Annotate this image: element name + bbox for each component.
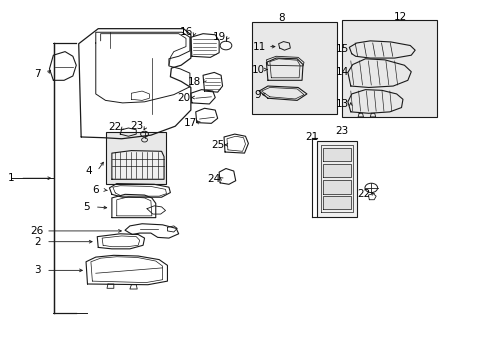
Text: 16: 16 <box>179 27 192 37</box>
Polygon shape <box>322 148 350 161</box>
Text: 25: 25 <box>211 140 224 150</box>
Bar <box>341 21 436 117</box>
Text: 2: 2 <box>34 237 41 247</box>
Text: 23: 23 <box>335 126 348 135</box>
Bar <box>251 22 336 114</box>
Text: 15: 15 <box>335 44 348 54</box>
Text: 11: 11 <box>252 42 265 51</box>
Text: 4: 4 <box>85 166 92 176</box>
Text: 6: 6 <box>92 185 99 195</box>
Text: 3: 3 <box>34 265 41 275</box>
Polygon shape <box>322 164 350 177</box>
Text: 19: 19 <box>212 32 225 42</box>
Text: 22: 22 <box>108 122 122 132</box>
Text: 20: 20 <box>177 93 190 103</box>
Polygon shape <box>322 196 350 210</box>
Text: 24: 24 <box>207 174 220 184</box>
Text: 22: 22 <box>357 189 370 199</box>
Text: 18: 18 <box>188 77 201 87</box>
Text: 9: 9 <box>254 90 261 100</box>
Text: 21: 21 <box>305 132 318 142</box>
Text: 14: 14 <box>335 67 348 77</box>
Polygon shape <box>322 180 350 194</box>
Text: 23: 23 <box>130 121 143 131</box>
Bar <box>316 141 356 217</box>
Text: 17: 17 <box>184 118 197 128</box>
Text: 8: 8 <box>277 13 284 23</box>
Text: 10: 10 <box>251 64 264 75</box>
Polygon shape <box>112 150 163 179</box>
Text: 1: 1 <box>8 173 15 183</box>
Text: 13: 13 <box>335 99 348 109</box>
Text: 7: 7 <box>34 69 41 79</box>
Bar <box>105 132 166 184</box>
Text: 5: 5 <box>82 202 89 212</box>
Text: 26: 26 <box>31 226 44 236</box>
Text: 12: 12 <box>393 12 407 22</box>
